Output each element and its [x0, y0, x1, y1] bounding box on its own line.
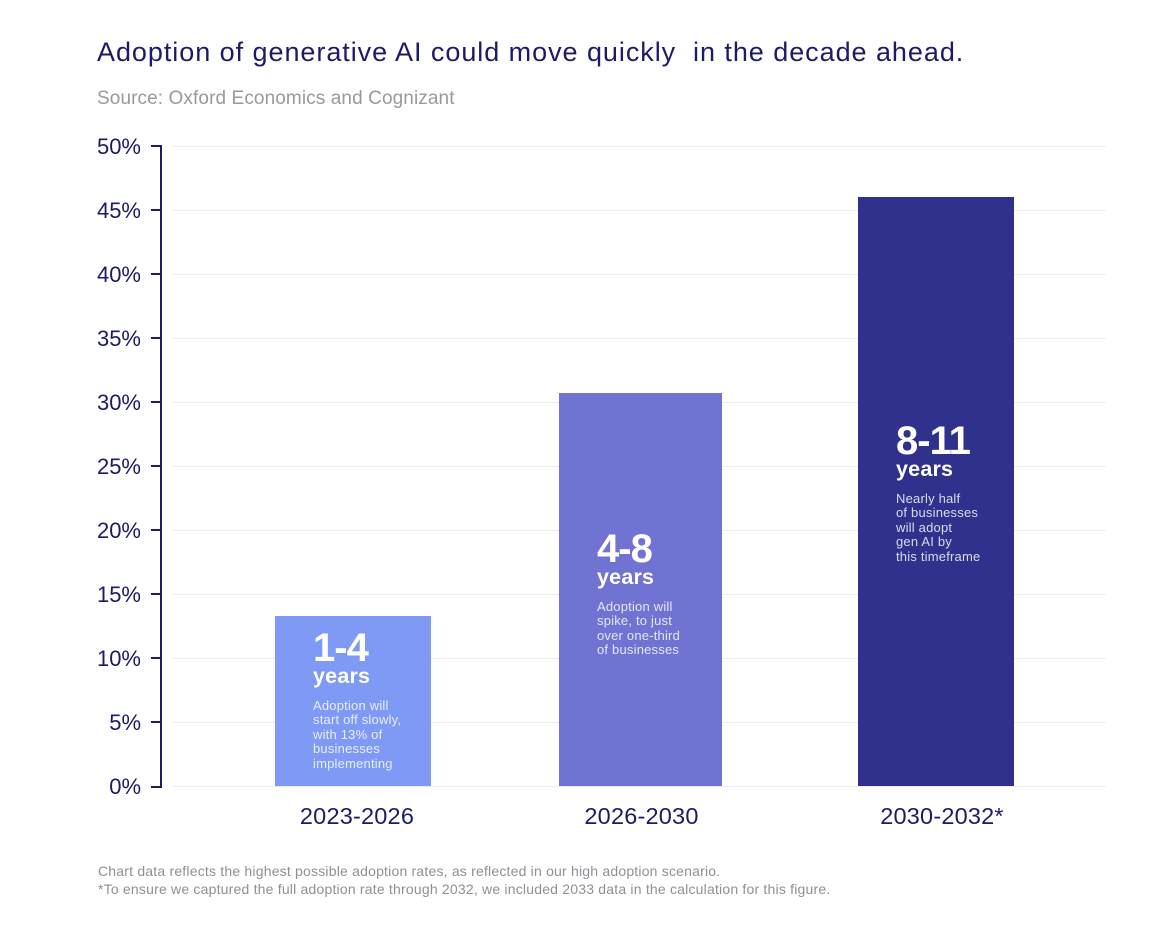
footnotes: Chart data reflects the highest possible… [98, 863, 830, 898]
bar-description: Adoption will spike, to just over one-th… [597, 598, 681, 658]
bar-unit-label: years [597, 565, 655, 590]
gridline [173, 209, 1106, 211]
y-axis-label: 15% [96, 582, 141, 608]
bar-unit-label: years [313, 664, 371, 689]
y-axis-tick [150, 336, 163, 340]
y-axis-tick [150, 464, 163, 468]
bar-annotation: 8-11 years Nearly half of businesses will … [858, 196, 1014, 785]
gridline [173, 273, 1106, 275]
y-axis-label: 50% [96, 134, 141, 160]
y-axis-tick [150, 272, 163, 276]
footnote-line-2: *To ensure we captured the full adoption… [98, 880, 831, 897]
y-axis-label: 20% [96, 518, 141, 544]
y-axis-tick [150, 592, 163, 596]
bar-unit-label: years [896, 457, 954, 482]
y-axis-label: 45% [96, 198, 141, 224]
y-axis-tick [150, 528, 163, 532]
gridline [173, 337, 1106, 339]
y-axis-label: 30% [96, 390, 141, 416]
bar-description: Nearly half of businesses will adopt gen… [896, 490, 981, 564]
bar-2030-2032*: 8-11 years Nearly half of businesses will … [858, 197, 1014, 786]
y-axis-tick [150, 400, 163, 404]
bar-2023-2026: 1-4 years Adoption will start off slowly, … [275, 613, 431, 786]
chart-title: Adoption of generative AI could move qui… [97, 37, 965, 67]
bar-2026-2030: 4-8 years Adoption will spike, to just ove… [559, 393, 722, 786]
gridline [173, 785, 1106, 787]
y-axis-tick [150, 145, 163, 148]
x-axis-label: 2030-2032* [880, 802, 1004, 829]
y-axis-tick [150, 208, 163, 212]
bar-description: Adoption will start off slowly, with 13%… [313, 697, 402, 771]
y-axis-tick [150, 720, 163, 724]
y-axis-label: 0% [109, 774, 141, 800]
bar-range-label: 1-4 [313, 626, 369, 671]
x-axis-label: 2026-2030 [584, 802, 699, 829]
bar-range-label: 8-11 [896, 419, 971, 464]
y-axis-tick [150, 785, 163, 788]
y-axis-label: 25% [96, 454, 141, 480]
bar-range-label: 4-8 [597, 527, 653, 572]
bar-annotation: 4-8 years Adoption will spike, to just ove… [559, 395, 722, 788]
chart-source: Source: Oxford Economics and Cognizant [97, 88, 455, 109]
footnote-line-1: Chart data reflects the highest possible… [98, 863, 721, 879]
gridline [173, 145, 1106, 147]
y-axis-label: 5% [109, 710, 141, 736]
y-axis-tick [150, 656, 163, 660]
bar-annotation: 1-4 years Adoption will start off slowly, … [275, 613, 431, 783]
y-axis-label: 10% [96, 646, 141, 672]
x-axis-label: 2023-2026 [299, 802, 415, 829]
y-axis-label: 40% [96, 262, 141, 288]
y-axis-line [160, 145, 163, 788]
y-axis-label: 35% [96, 326, 141, 352]
